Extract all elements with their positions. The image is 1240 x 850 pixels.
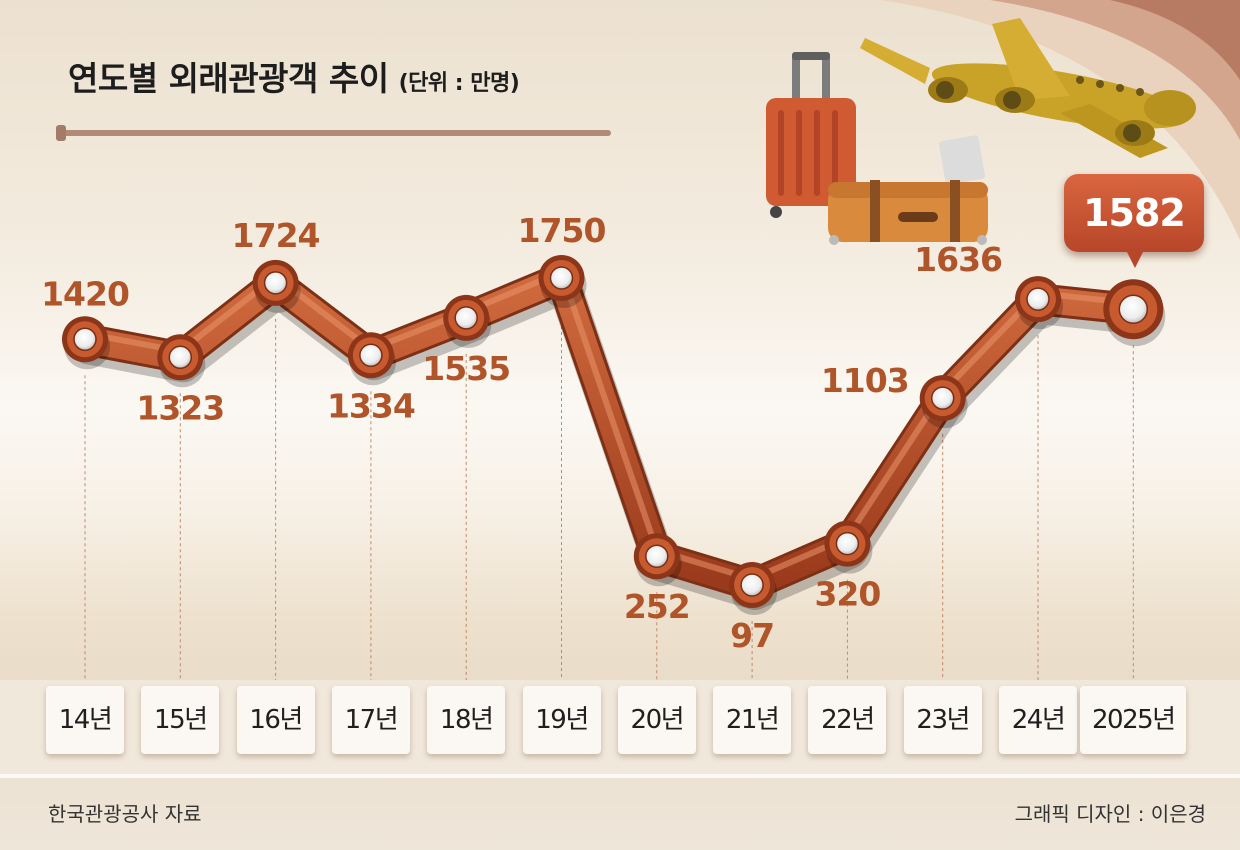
data-label: 1334: [327, 386, 415, 425]
data-point: [919, 375, 968, 429]
graphic-credit: 그래픽 디자인 : 이은경: [1014, 802, 1206, 826]
footer-divider: [0, 774, 1240, 778]
data-point: [1103, 279, 1166, 347]
unit-label: (단위 : 만명): [398, 71, 520, 96]
x-tick-label: 14년: [46, 686, 124, 754]
data-label: 1750: [518, 211, 606, 250]
series-line: [72, 265, 1147, 598]
data-label: 1636: [914, 240, 1002, 279]
data-point: [538, 255, 587, 308]
data-label: 252: [624, 587, 690, 626]
data-label: 320: [814, 575, 880, 614]
chart-title: 연도별 외래관광객 추이 (단위 : 만명): [68, 52, 520, 100]
x-tick-label: 18년: [427, 686, 506, 754]
data-point: [1015, 276, 1063, 330]
data-label: 1103: [821, 361, 909, 400]
source-note: 한국관광공사 자료: [48, 802, 202, 826]
data-point: [729, 562, 778, 615]
latest-value-callout: 1582: [1064, 174, 1204, 268]
airplane-icon: [860, 18, 1196, 158]
x-tick-label: 24년: [999, 686, 1077, 754]
x-tick-label: 19년: [522, 686, 601, 754]
data-label: 1420: [41, 274, 129, 313]
data-point: [252, 259, 301, 313]
data-label: 1535: [422, 349, 510, 388]
callout-value: 1582: [1083, 191, 1186, 235]
data-label: 97: [730, 616, 774, 655]
data-point: [62, 316, 110, 370]
data-point: [157, 334, 206, 388]
title-underline: [56, 125, 611, 141]
data-point: [347, 332, 396, 386]
data-points: [62, 255, 1166, 615]
travel-bag-icon: [828, 135, 988, 245]
x-tick-label: 22년: [808, 686, 887, 754]
x-tick-label: 21년: [713, 686, 792, 754]
x-tick-label: 16년: [236, 686, 315, 754]
chart-title-text: 연도별 외래관광객 추이: [68, 59, 389, 98]
data-point: [633, 533, 682, 587]
travel-illustration: [766, 18, 1196, 245]
data-point: [824, 520, 873, 574]
x-tick-label: 20년: [617, 686, 696, 754]
x-tick-label: 15년: [141, 686, 220, 754]
data-label: 1323: [136, 388, 224, 427]
suitcase-icon: [766, 52, 856, 218]
data-label: 1724: [232, 216, 320, 255]
x-tick-label: 2025년: [1080, 686, 1187, 754]
data-point: [443, 294, 492, 348]
x-tick-label: 17년: [331, 686, 410, 754]
x-tick-label: 23년: [903, 686, 982, 754]
guide-lines: [84, 314, 1134, 680]
